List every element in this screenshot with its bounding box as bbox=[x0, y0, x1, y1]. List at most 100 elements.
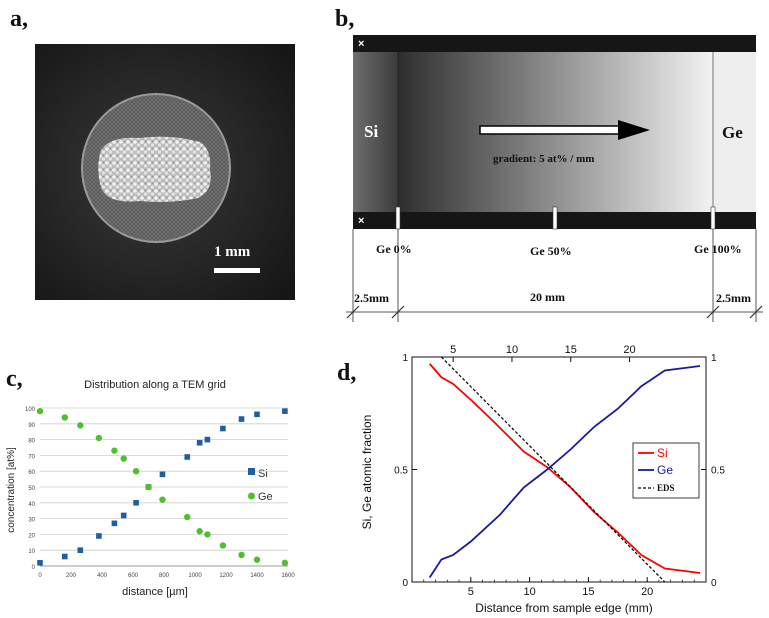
chart-c-point-si bbox=[37, 560, 43, 566]
dim-label-middle: 20 mm bbox=[530, 290, 565, 304]
chart-c-x-tick: 800 bbox=[159, 573, 170, 579]
chart-c-point-si bbox=[254, 411, 260, 418]
chart-c-ylabel: concentration [at%] bbox=[6, 447, 17, 533]
chart-c-point-si bbox=[120, 512, 127, 519]
label-si: Si bbox=[364, 122, 378, 141]
marker-label-50: Ge 50% bbox=[530, 244, 572, 258]
chart-d-legend-ge: Ge bbox=[657, 463, 673, 477]
chart-c-xlabel: distance [µm] bbox=[122, 586, 188, 598]
chart-d-y-tick: 1 bbox=[402, 353, 408, 364]
gradient-text: gradient: 5 at% / mm bbox=[493, 153, 594, 165]
chart-d-top-tick: 5 bbox=[450, 344, 456, 356]
chart-d-top-tick: 15 bbox=[565, 344, 577, 356]
chart-c-x-tick: 1200 bbox=[219, 573, 233, 579]
panel-label-c: c, bbox=[6, 366, 23, 392]
chart-c-legend-ge: Ge bbox=[258, 491, 273, 503]
chart-d-right-tick: 0 bbox=[711, 578, 717, 589]
chart-d-line-ge bbox=[428, 365, 701, 578]
chart-d-y-tick: 0 bbox=[402, 578, 408, 589]
si-region bbox=[353, 52, 398, 212]
chart-d-x-tick: 15 bbox=[582, 586, 594, 598]
chart-c-y-tick: 0 bbox=[32, 565, 36, 571]
panel-label-b: b, bbox=[335, 6, 355, 32]
chart-c-point-ge bbox=[196, 528, 203, 535]
chart-c-y-tick: 30 bbox=[28, 518, 35, 524]
chart-c-title: Distribution along a TEM grid bbox=[84, 379, 226, 391]
chart-c-y-tick: 50 bbox=[28, 486, 35, 492]
chart-c-x-tick: 0 bbox=[38, 573, 42, 579]
chart-c-point-ge bbox=[184, 513, 191, 521]
chart-c-point-ge bbox=[95, 434, 103, 442]
chart-c-legend-marker-si bbox=[248, 468, 255, 475]
chart-c-point-ge bbox=[120, 455, 127, 462]
chart-d-legend-si: Si bbox=[657, 446, 668, 460]
chart-c-point-si bbox=[204, 436, 211, 443]
chart-c-point-si bbox=[62, 553, 68, 560]
chart-c-y-tick: 20 bbox=[28, 533, 35, 539]
ge-region bbox=[713, 52, 756, 212]
chart-c-y-tick: 10 bbox=[28, 549, 35, 555]
panel-label-a: a, bbox=[10, 6, 28, 32]
chart-d-top-tick: 10 bbox=[506, 344, 518, 356]
chart-c-point-ge bbox=[145, 483, 152, 491]
chart-d-right-tick: 0.5 bbox=[711, 466, 725, 477]
chart-c-point-ge bbox=[111, 447, 118, 454]
chart-c-y-tick: 40 bbox=[28, 502, 35, 508]
marker-label-100: Ge 100% bbox=[694, 242, 742, 256]
chart-d-x-tick: 20 bbox=[641, 586, 653, 598]
corner-mark-bottom: × bbox=[358, 215, 364, 227]
chart-c-point-si bbox=[196, 439, 203, 446]
gradient-arrow-head bbox=[618, 120, 650, 140]
corner-mark-top: × bbox=[358, 38, 364, 50]
chart-d-top-tick: 20 bbox=[623, 344, 635, 356]
chart-c-point-si bbox=[77, 547, 84, 553]
chart-c-point-ge bbox=[204, 531, 211, 538]
chart-d-legend-eds: EDS bbox=[657, 483, 675, 493]
dim-label-left: 2.5mm bbox=[354, 291, 389, 305]
chart-c-point-si bbox=[133, 500, 139, 506]
chart-c-point-ge bbox=[132, 468, 140, 475]
chart-c-x-tick: 1000 bbox=[188, 573, 202, 579]
chart-c-legend-marker-ge bbox=[248, 492, 255, 500]
chart-d-ylabel: Si, Ge atomic fraction bbox=[360, 415, 374, 530]
chart-d-line-si bbox=[428, 363, 701, 574]
chart-d-y-tick: 0.5 bbox=[394, 466, 408, 477]
chart-c-x-tick: 200 bbox=[66, 573, 77, 579]
chart-c-point-ge bbox=[253, 556, 261, 563]
chart-d-right-tick: 1 bbox=[711, 353, 717, 364]
chart-c-point-si bbox=[238, 416, 245, 422]
label-ge: Ge bbox=[722, 123, 743, 142]
chart-c-point-ge bbox=[219, 542, 227, 549]
chart-d-x-tick: 10 bbox=[523, 586, 535, 598]
chart-c-x-tick: 1400 bbox=[250, 573, 264, 579]
chart-d-xlabel: Distance from sample edge (mm) bbox=[475, 601, 652, 615]
chart-c-point-ge bbox=[61, 414, 68, 421]
chart-c-point-si bbox=[111, 520, 118, 527]
chart-c-point-si bbox=[220, 425, 226, 432]
panel-label-d: d, bbox=[337, 360, 357, 386]
chart-c-y-tick: 60 bbox=[28, 470, 35, 476]
marker-label-0: Ge 0% bbox=[376, 242, 412, 256]
chart-c-point-ge bbox=[159, 496, 166, 503]
chart-c-y-tick: 80 bbox=[28, 439, 35, 445]
chart-c-x-tick: 1600 bbox=[281, 573, 295, 579]
chart-d-x-tick: 5 bbox=[468, 586, 474, 598]
chart-c-x-tick: 600 bbox=[128, 573, 139, 579]
chart-c-x-tick: 400 bbox=[97, 573, 108, 579]
chart-c-point-ge bbox=[36, 407, 44, 415]
chart-c-legend-si: Si bbox=[258, 468, 268, 480]
dim-label-right: 2.5mm bbox=[716, 291, 751, 305]
chart-c-point-ge bbox=[238, 551, 245, 559]
chart-c-y-tick: 100 bbox=[25, 407, 36, 413]
chart-c-point-si bbox=[282, 408, 288, 414]
chart-c-point-si bbox=[184, 454, 191, 460]
top-band bbox=[353, 35, 756, 52]
chart-c-y-tick: 70 bbox=[28, 454, 35, 460]
chart-c-point-ge bbox=[281, 559, 289, 567]
chart-c-point-ge bbox=[77, 422, 84, 429]
marker-tick-50 bbox=[552, 206, 558, 230]
chart-c-point-si bbox=[96, 533, 102, 539]
